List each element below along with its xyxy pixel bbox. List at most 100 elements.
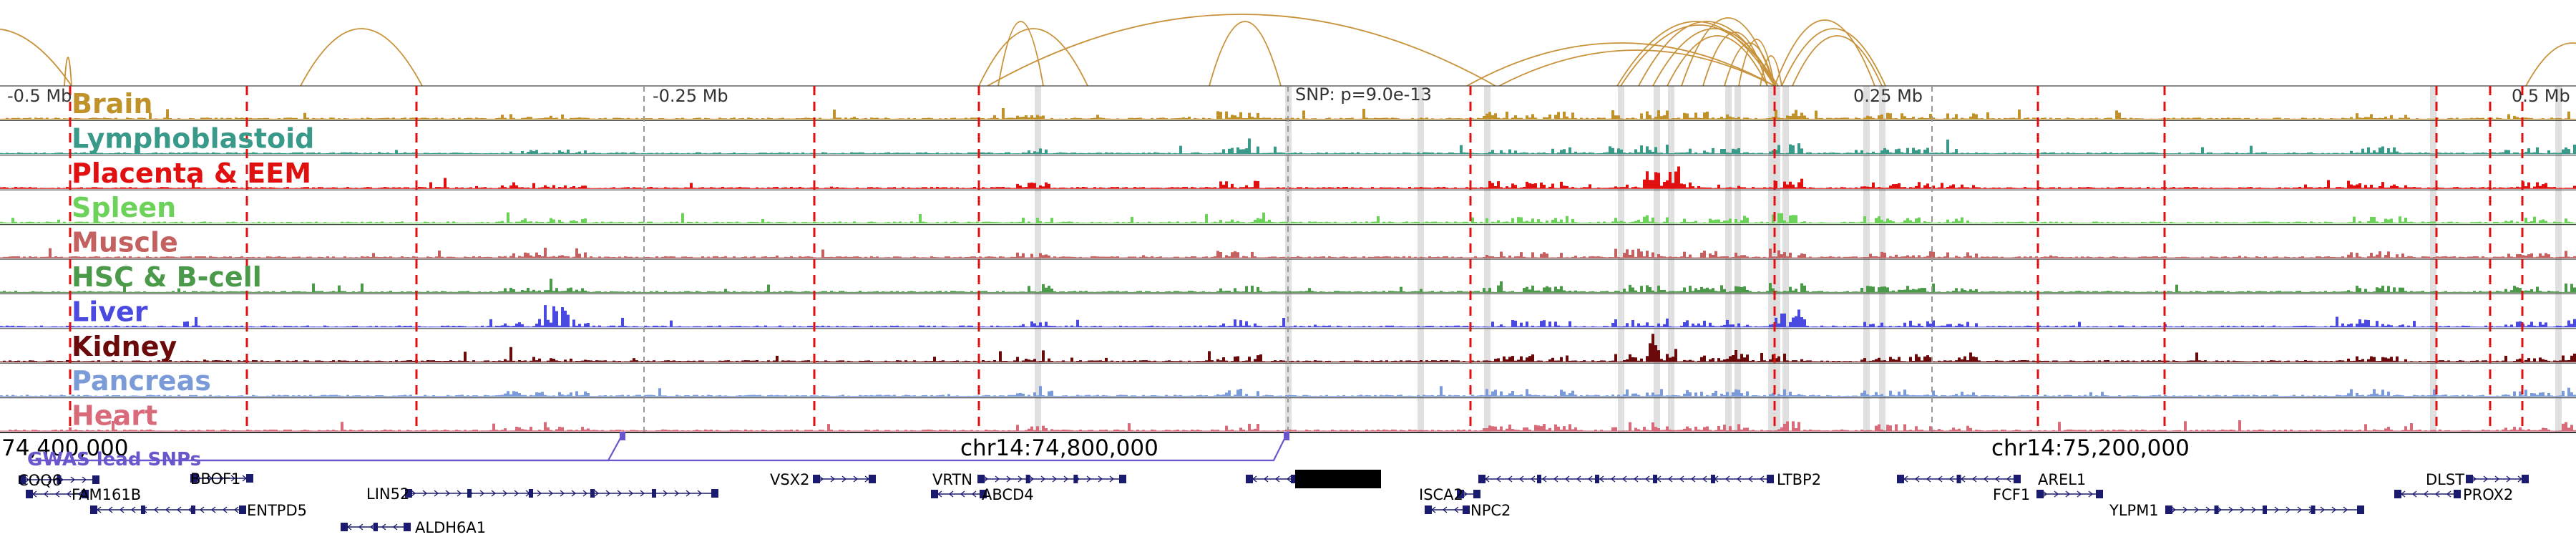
chromatin-loop-arc	[1466, 42, 1775, 87]
strand-arrow	[1006, 475, 1012, 483]
strand-arrow	[445, 490, 451, 497]
strand-arrow	[2006, 475, 2011, 483]
strand-arrow	[1667, 475, 1673, 483]
scale-label-plus-0.5: 0.5 Mb	[2512, 86, 2570, 106]
gene-vrtn[interactable]: VRTN	[932, 471, 1126, 488]
gene-ltbp2[interactable]: LTBP2	[1478, 471, 1821, 488]
strand-arrow	[1453, 506, 1459, 513]
strand-arrow	[457, 490, 462, 497]
gene-exon	[1119, 475, 1126, 483]
gene-label: FAM161B	[72, 486, 141, 503]
gene-exon	[1956, 475, 1961, 483]
strand-arrow	[1587, 475, 1593, 483]
strand-arrow	[960, 490, 965, 498]
strand-arrow	[1040, 475, 1046, 483]
gene-label: VSX2	[770, 471, 809, 488]
strand-arrow	[995, 475, 1000, 483]
scale-label-snp: SNP: p=9.0e-13	[1295, 84, 1432, 105]
strand-arrow	[24, 476, 30, 483]
gene-label: AREL1	[2038, 471, 2086, 488]
strand-arrow	[1052, 475, 1058, 483]
strand-arrow	[1937, 475, 1943, 483]
strand-arrow	[479, 490, 485, 497]
gene-exon	[2165, 505, 2172, 514]
gene-isca2[interactable]: ISCA2	[1419, 486, 1480, 503]
strand-arrow	[2320, 506, 2326, 513]
gene-dlst[interactable]: DLST	[2426, 471, 2529, 488]
strand-arrow	[1263, 475, 1269, 483]
strand-arrow	[199, 506, 205, 513]
tad-boundary-lines	[69, 86, 2524, 432]
gene-lin52[interactable]: LIN52	[366, 485, 718, 503]
strand-arrow	[2434, 490, 2440, 498]
gene-exon	[90, 505, 97, 514]
coordinate-axis: 74,400,000 chr14:74,800,000 chr14:75,200…	[0, 432, 2576, 461]
gene-exon	[92, 475, 99, 484]
strand-arrow	[1679, 475, 1684, 483]
strand-arrow	[1747, 475, 1753, 483]
strand-arrow	[830, 475, 836, 483]
strand-arrow	[107, 506, 113, 513]
gene-fcf1[interactable]: FCF1	[1993, 486, 2103, 503]
gene-fam161b[interactable]: FAM161B	[26, 486, 141, 503]
gene-label: YLPM1	[2109, 502, 2159, 519]
strand-arrow	[165, 506, 170, 513]
strand-arrow	[548, 490, 554, 497]
gene-exon	[2454, 490, 2461, 498]
strand-arrow	[1541, 475, 1547, 483]
gene-exon	[57, 475, 62, 484]
chromatin-loop-arc	[64, 57, 72, 87]
gene-vsx2[interactable]: VSX2	[770, 471, 876, 488]
gene-exon	[1073, 475, 1078, 483]
gene-label: ABCD4	[982, 486, 1034, 503]
gene-bbof1[interactable]: BBOF1	[190, 470, 253, 488]
chromatin-loop-arc	[1792, 35, 1883, 87]
strand-arrow	[2446, 490, 2451, 498]
strand-arrow	[1724, 475, 1730, 483]
strand-arrow	[605, 490, 611, 497]
strand-arrow	[514, 490, 519, 497]
strand-arrow	[971, 490, 977, 498]
gwas-snp-marker-1[interactable]	[620, 432, 625, 440]
strand-arrow	[1463, 490, 1468, 498]
strand-arrow	[2297, 506, 2303, 513]
gene-label: ALDH6A1	[415, 519, 486, 536]
gene-exon	[1653, 475, 1657, 483]
gene-entpd5[interactable]: ENTPD5	[90, 502, 307, 519]
strand-arrow	[1553, 475, 1558, 483]
strand-arrow	[674, 490, 680, 497]
gene-coq6[interactable]: COQ6	[18, 472, 99, 489]
gene-label: LTBP2	[1777, 471, 1821, 488]
strand-arrow	[2194, 506, 2200, 513]
strand-arrow	[983, 475, 989, 483]
gene-npc2[interactable]: NPC2	[1425, 502, 1511, 519]
strand-arrow	[1914, 475, 1920, 483]
gwas-snp-marker-2[interactable]	[1284, 432, 1289, 440]
strand-arrow	[2343, 506, 2348, 513]
strand-arrow	[1086, 475, 1092, 483]
gene-prox2[interactable]: PROX2	[2394, 486, 2513, 503]
strand-arrow	[2423, 490, 2429, 498]
strand-arrow	[2240, 506, 2245, 513]
gene-abcd4[interactable]: ABCD4	[931, 486, 1034, 503]
gene-arel1[interactable]: AREL1	[1897, 471, 2086, 488]
chromatin-loop-arc	[1738, 39, 1775, 87]
gene-exon	[2263, 505, 2267, 514]
gene-label: NPC2	[1470, 502, 1511, 519]
gene-exon	[652, 489, 656, 498]
gene-exon	[1291, 475, 1298, 483]
gene-aldh6a1[interactable]: ALDH6A1	[341, 519, 486, 536]
chromatin-loop-arc	[1616, 21, 1775, 87]
chromatin-loop-arc	[0, 28, 72, 87]
gene-exon	[405, 489, 412, 498]
gene-ylpm1[interactable]: YLPM1	[2109, 502, 2364, 519]
gene-annotation-track: COQ6 FAM161B ENTPD5 BBOF1 ALDH6A1 LIN52 VSX2 VR…	[18, 470, 2529, 536]
strand-arrow	[210, 506, 216, 513]
strand-arrow	[853, 475, 859, 483]
gene-exon	[2522, 475, 2529, 483]
gene-exon	[404, 523, 411, 531]
strand-arrow	[43, 490, 49, 498]
gene-syndig1l[interactable]: SYNDIG1L	[1246, 470, 1381, 488]
track-label: Muscle	[72, 227, 178, 258]
